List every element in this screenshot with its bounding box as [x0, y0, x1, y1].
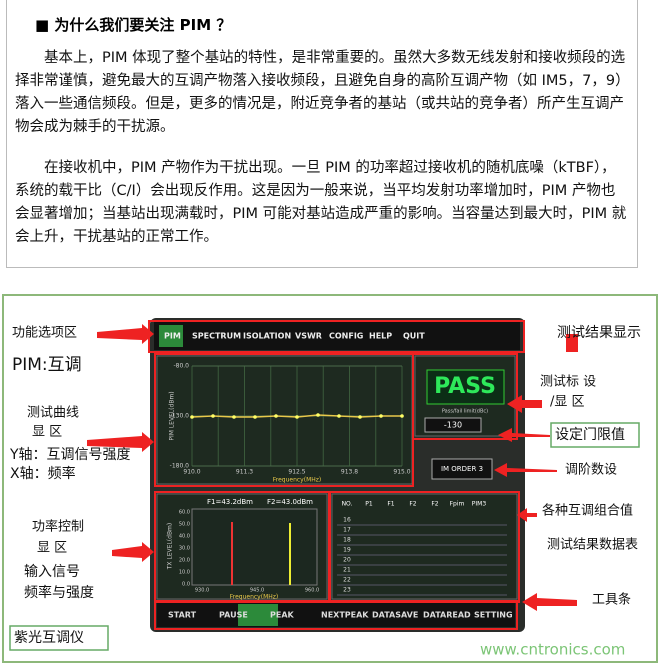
row-number: 16	[343, 517, 351, 524]
pim-point	[190, 415, 194, 419]
menu-item: SPECTRUM	[192, 332, 241, 341]
row-number: 19	[343, 547, 351, 554]
paragraph: 在接收机中，PIM 产物作为干扰出现。一旦 PIM 的功率超过接收机的随机底噪（…	[15, 160, 627, 245]
y-tick-label: 20.0	[179, 558, 190, 564]
figure: PIM SPECTRUM ISOLATION VSWR CONFIG HELP QUIT ST…	[2, 294, 658, 663]
x-tick-label: 913.8	[341, 469, 358, 476]
menu-item: CONFIG	[329, 332, 363, 341]
pim-point	[337, 414, 341, 418]
annotation: Y轴：互调信号强度	[9, 447, 131, 463]
toolbar-button: PEAK	[270, 611, 295, 620]
x-tick-label: 911.3	[236, 469, 253, 476]
annotation: 频率与强度	[24, 584, 94, 601]
table-header: PIM3	[472, 501, 487, 508]
annotation: 功率控制	[32, 519, 84, 535]
toolbar-button: DATASAVE	[372, 611, 418, 620]
y-tick-label: 60.0	[179, 510, 190, 516]
pim-point	[232, 415, 236, 419]
annotation: 各种互调组合值	[542, 503, 633, 519]
annotation: 调阶数设	[565, 463, 617, 478]
watermark: www.cntronics.com	[480, 641, 625, 659]
x-tick-label: 930.0	[195, 588, 209, 594]
axis-label: PIM LEVEL(dBm)	[169, 391, 176, 440]
annotation: PIM:互调	[12, 355, 82, 375]
pass-note: Pass/fail limit(dBc)	[442, 409, 488, 415]
table-header: F2	[431, 501, 438, 508]
menu-item: QUIT	[403, 332, 425, 341]
f2-label: F2=43.0dBm	[267, 498, 313, 506]
annotation: 测试结果数据表	[547, 538, 638, 553]
annotation: 输入信号	[24, 564, 80, 580]
x-tick-label: 915.0	[393, 469, 410, 476]
y-tick-label: 30.0	[179, 546, 190, 552]
annotation: /显 区	[550, 395, 585, 410]
annotation: 测试曲线	[27, 406, 79, 421]
y-tick-label: 50.0	[179, 522, 190, 528]
axis-label: Frequency(MHz)	[230, 594, 279, 601]
pass-text: PASS	[434, 374, 496, 399]
pim-point	[400, 414, 404, 418]
row-number: 18	[343, 537, 351, 544]
annotation: X轴：频率	[10, 465, 76, 482]
y-tick-label: -80.0	[173, 363, 189, 370]
table-header: P1	[365, 501, 373, 508]
y-tick-label: 40.0	[179, 534, 190, 540]
x-tick-label: 960.0	[305, 588, 319, 594]
pim-point	[358, 415, 362, 419]
menu-item: HELP	[369, 332, 392, 341]
toolbar-button: SETTING	[474, 611, 513, 620]
y-tick-label: 10.0	[179, 570, 190, 576]
table-header: F1	[387, 501, 394, 508]
y-tick-label: 0.0	[182, 582, 190, 588]
menu-item: VSWR	[295, 332, 322, 341]
x-tick-label: 912.5	[288, 469, 305, 476]
x-tick-label: 945.0	[250, 588, 264, 594]
table-header: Fpim	[450, 501, 465, 508]
row-number: 23	[343, 587, 351, 594]
annotation: 测试标 设	[540, 375, 596, 390]
table-header: F2	[409, 501, 416, 508]
y-tick-label: -180.0	[170, 463, 190, 470]
menu-item: ISOLATION	[243, 332, 291, 341]
f1-label: F1=43.2dBm	[207, 498, 253, 506]
row-number: 20	[343, 557, 351, 564]
annotation: 显 区	[32, 425, 62, 440]
annotation: 显 区	[37, 541, 67, 556]
pim-point	[379, 414, 383, 418]
annotation: 测试结果显示	[557, 325, 641, 341]
annotation: 工具条	[592, 592, 631, 608]
pim-point	[253, 415, 257, 419]
annotation: 功能选项区	[12, 326, 77, 341]
menu-item: PIM	[164, 332, 181, 341]
table-header: NO.	[342, 501, 353, 508]
row-number: 17	[343, 527, 351, 534]
toolbar-button: NEXTPEAK	[321, 611, 369, 620]
axis-label: TX LEVEL(dBm)	[167, 523, 174, 571]
row-number: 22	[343, 577, 351, 584]
im-order: IM ORDER 3	[441, 465, 483, 473]
toolbar-button: DATAREAD	[423, 611, 471, 620]
text-block: ■ 为什么我们要关注 PIM ？ 基本上，PIM 体现了整个基站的特性，是非常重…	[6, 0, 638, 268]
row-number: 21	[343, 567, 351, 574]
pim-point	[274, 414, 278, 418]
axis-label: Frequency(MHz)	[273, 477, 322, 484]
toolbar-button: PAUSE	[219, 611, 248, 620]
heading-text: 为什么我们要关注 PIM ？	[54, 16, 232, 34]
annotation: 设定门限值	[555, 427, 625, 443]
toolbar-button: START	[168, 611, 197, 620]
y-tick-label: -130.0	[170, 413, 190, 420]
x-tick-label: 910.0	[183, 469, 200, 476]
limit-value: -130	[444, 421, 462, 430]
annotation: 紫光互调仪	[14, 630, 84, 646]
heading: ■ 为什么我们要关注 PIM ？	[35, 16, 232, 34]
pim-point	[295, 415, 299, 419]
pim-point	[211, 414, 215, 418]
pim-point	[316, 413, 320, 417]
paragraph: 基本上，PIM 体现了整个基站的特性，是非常重要的。虽然大多数无线发射和接收频段…	[15, 50, 626, 135]
